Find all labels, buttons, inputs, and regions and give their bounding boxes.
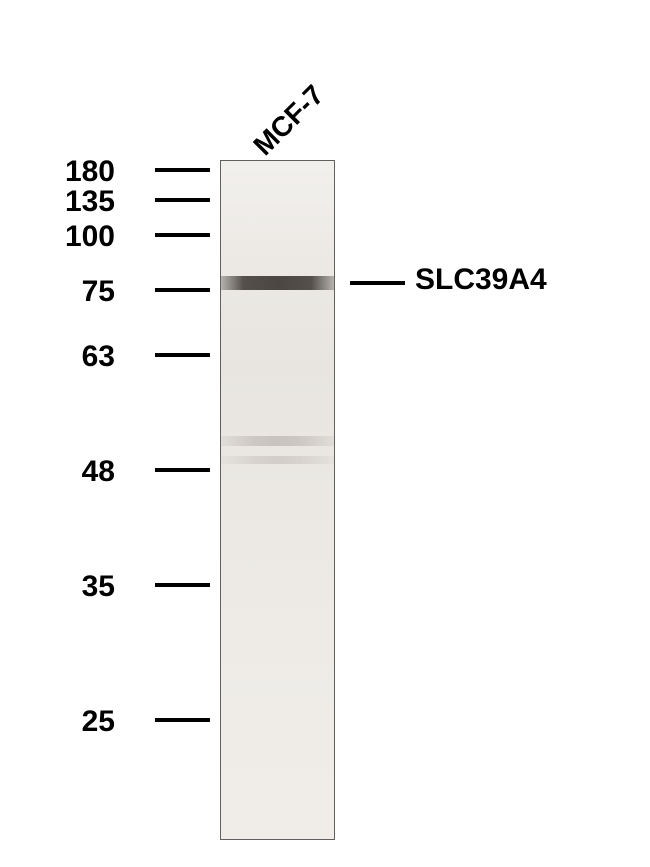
marker-tick-63 [155,353,210,357]
marker-label-25: 25 [55,705,115,739]
target-label-tick [350,281,405,285]
band-main-band [221,276,334,290]
marker-tick-135 [155,198,210,202]
marker-label-135: 135 [55,185,115,219]
marker-label-35: 35 [55,570,115,604]
target-protein-label: SLC39A4 [415,263,547,297]
marker-tick-100 [155,233,210,237]
marker-tick-48 [155,468,210,472]
marker-label-75: 75 [55,275,115,309]
marker-tick-75 [155,288,210,292]
marker-tick-25 [155,718,210,722]
marker-label-48: 48 [55,455,115,489]
marker-label-100: 100 [55,220,115,254]
western-blot-figure: MCF-7 180135100 75 63 48 35 25 SLC39A4 [20,40,630,840]
marker-label-180: 180 [55,155,115,189]
marker-tick-35 [155,583,210,587]
band-faint-band-1 [221,436,334,446]
marker-label-63: 63 [55,340,115,374]
blot-lane-strip [220,160,335,840]
lane-label: MCF-7 [247,79,330,162]
lane-background [221,161,334,839]
marker-tick-180 [155,168,210,172]
band-faint-band-2 [221,456,334,464]
